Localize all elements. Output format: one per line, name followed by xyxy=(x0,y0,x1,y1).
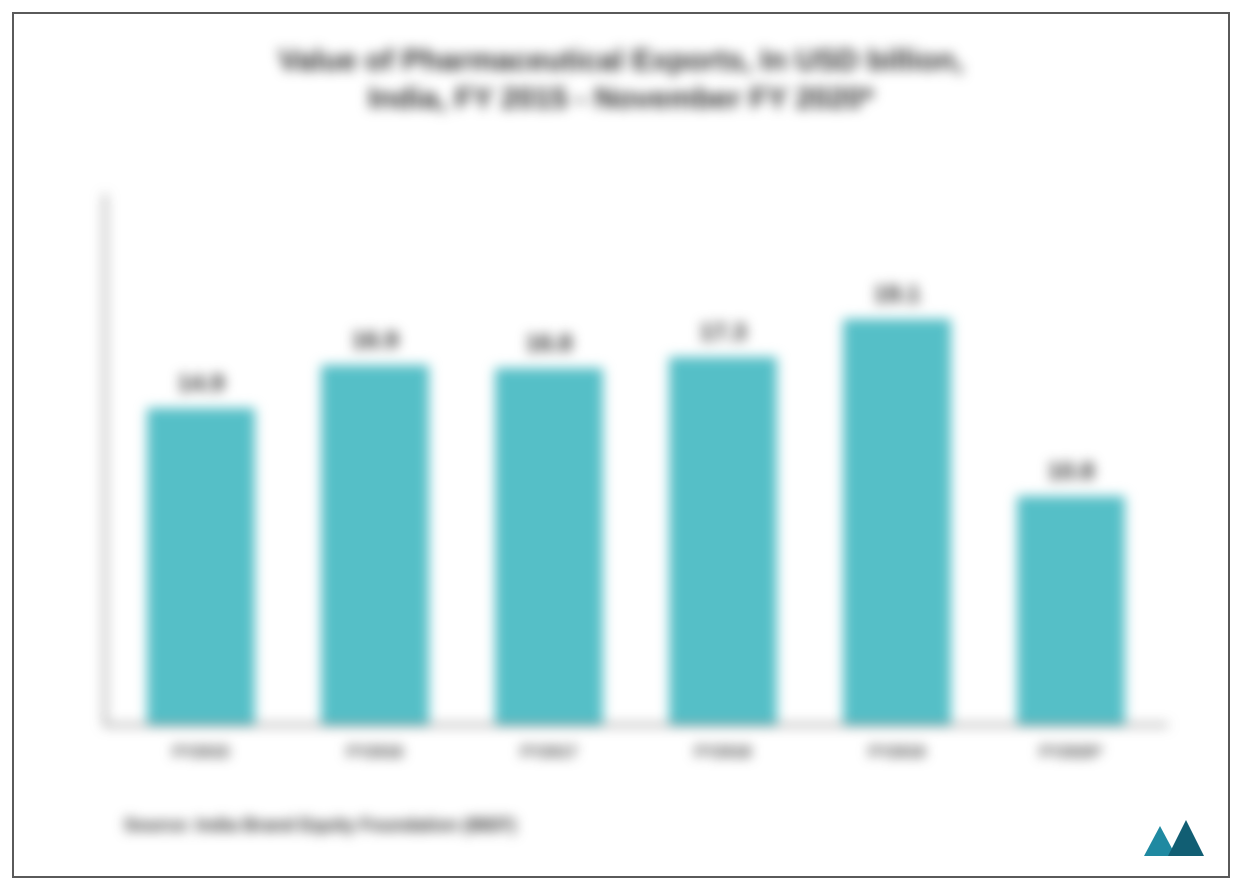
brand-logo xyxy=(1142,818,1206,858)
blur-layer: Value of Pharmaceutical Exports, In USD … xyxy=(14,14,1228,876)
chart-title-line1: Value of Pharmaceutical Exports, In USD … xyxy=(14,42,1228,80)
bar-category-label: FY2020* xyxy=(1040,744,1102,762)
bar-rect xyxy=(669,357,777,726)
bar-rect xyxy=(843,319,951,726)
bar-value-label: 19.1 xyxy=(874,281,921,309)
bar-value-label: 16.9 xyxy=(352,327,399,355)
bar-slot: 16.8FY2017 xyxy=(462,214,636,726)
bar-category-label: FY2019 xyxy=(869,744,925,762)
bar-value-label: 17.3 xyxy=(700,319,747,347)
bar-value-label: 14.9 xyxy=(178,370,225,398)
bar-group: 14.9FY201516.9FY201616.8FY201717.3FY2018… xyxy=(104,214,1168,726)
bar-category-label: FY2017 xyxy=(521,744,577,762)
bar-category-label: FY2016 xyxy=(347,744,403,762)
chart-area: 14.9FY201516.9FY201616.8FY201717.3FY2018… xyxy=(104,214,1168,726)
chart-frame: Value of Pharmaceutical Exports, In USD … xyxy=(12,12,1230,878)
bar-slot: 10.8FY2020* xyxy=(984,214,1158,726)
bar-slot: 17.3FY2018 xyxy=(636,214,810,726)
chart-title: Value of Pharmaceutical Exports, In USD … xyxy=(14,42,1228,117)
bar-value-label: 10.8 xyxy=(1048,458,1095,486)
bar-category-label: FY2018 xyxy=(695,744,751,762)
chart-title-line2: India, FY 2015 - November FY 2020* xyxy=(14,80,1228,118)
bar-rect xyxy=(147,408,255,726)
source-text: Source: India Brand Equity Foundation (I… xyxy=(124,815,516,836)
bar-slot: 14.9FY2015 xyxy=(114,214,288,726)
bar-rect xyxy=(1017,496,1125,726)
bar-value-label: 16.8 xyxy=(526,330,573,358)
bar-slot: 16.9FY2016 xyxy=(288,214,462,726)
bar-rect xyxy=(495,368,603,726)
bar-category-label: FY2015 xyxy=(173,744,229,762)
bar-rect xyxy=(321,365,429,726)
brand-logo-icon xyxy=(1142,818,1206,858)
x-axis-line xyxy=(104,724,1168,726)
bar-slot: 19.1FY2019 xyxy=(810,214,984,726)
